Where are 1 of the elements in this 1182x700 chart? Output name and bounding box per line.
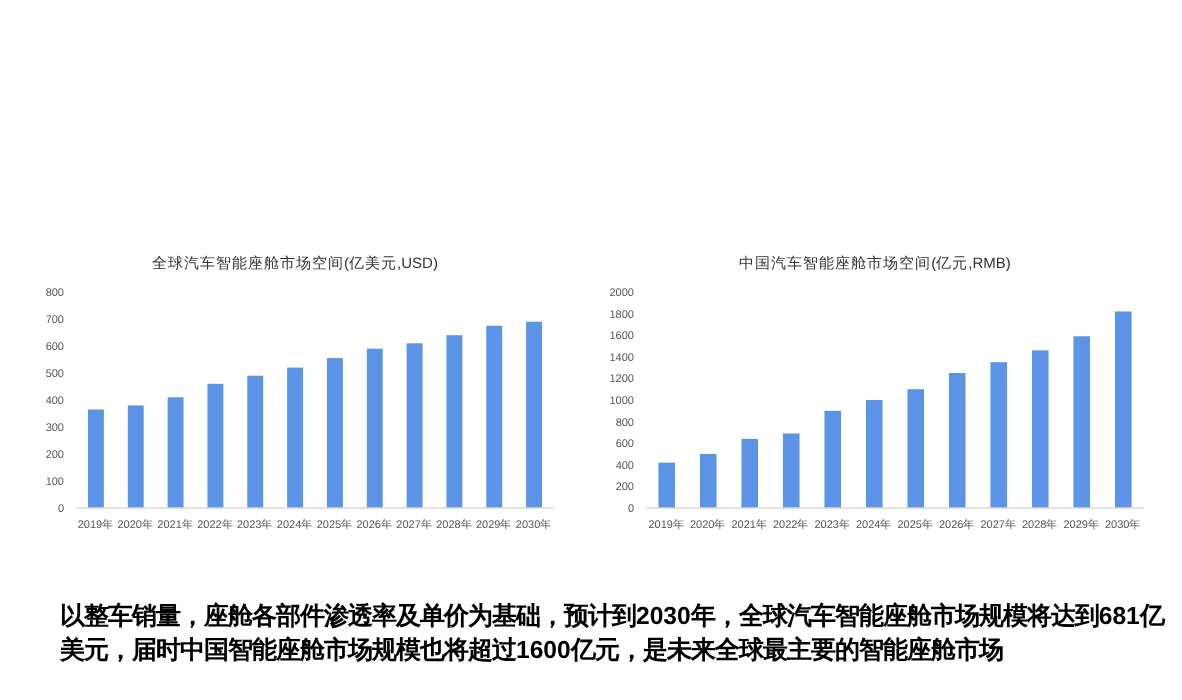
text: 以整车销量，座舱各部件渗透率及单价为基础，预计到2030年，全球汽车智能座舱市场规模将达到681亿美元，届时中国智能座舱市场规模也将超过1600亿元，是未来全球最主要的智能座舱市场 — [60, 600, 1167, 668]
